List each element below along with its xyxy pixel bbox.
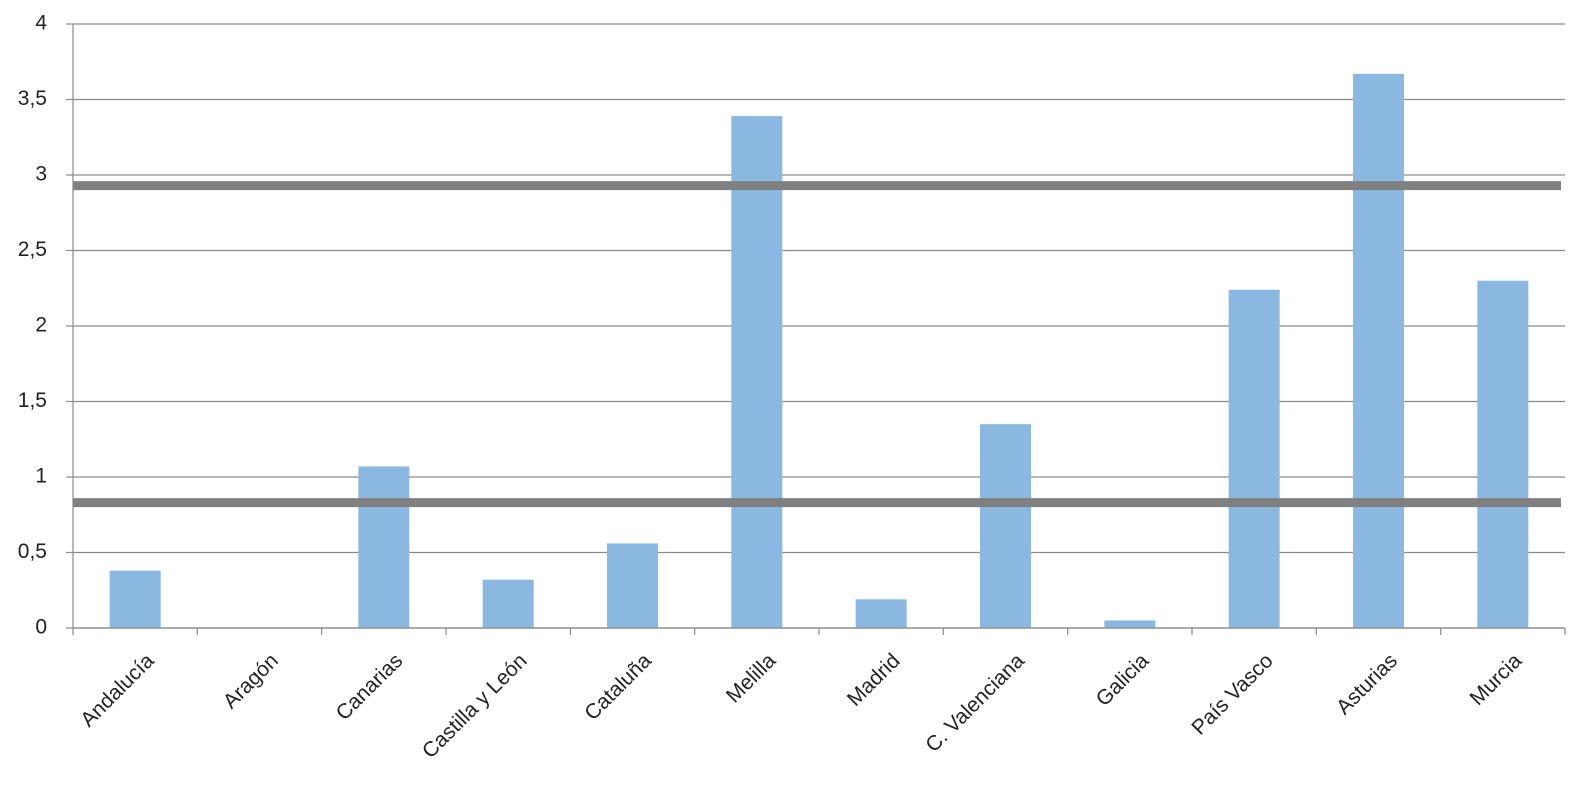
bar [358, 466, 410, 628]
y-tick-label: 2 [35, 314, 47, 337]
y-tick-label: 2,5 [18, 238, 47, 261]
x-tick-label: Castilla y León [418, 649, 532, 763]
x-tick-label: Canarias [332, 649, 408, 725]
bar [482, 579, 534, 628]
bar [731, 116, 783, 629]
x-tick-label: Galicia [1092, 649, 1154, 711]
x-tick-label: Madrid [843, 649, 905, 711]
bar [607, 543, 658, 628]
bar [980, 424, 1031, 628]
x-tick-label: Melilla [722, 649, 781, 708]
bar [855, 599, 907, 628]
y-tick-label: 3,5 [18, 87, 47, 110]
x-tick-label: Asturias [1332, 649, 1402, 719]
bar [1477, 280, 1529, 628]
x-tick-label: Aragón [219, 649, 283, 713]
x-tick-label: Murcia [1465, 649, 1526, 710]
x-tick-label: C. Valenciana [921, 649, 1029, 757]
bar [1104, 620, 1156, 628]
y-tick-label: 1,5 [18, 389, 47, 412]
x-tick-label: Cataluña [580, 649, 656, 725]
bar [1353, 73, 1404, 628]
y-tick-label: 0,5 [18, 540, 47, 563]
y-tick-label: 0 [35, 616, 47, 639]
y-tick-label: 4 [35, 12, 47, 35]
y-tick-label: 1 [35, 465, 47, 488]
y-tick-label: 3 [35, 163, 47, 186]
x-tick-label: País Vasco [1187, 649, 1277, 739]
x-tick-label: Andalucía [76, 649, 159, 732]
bar [1228, 289, 1280, 628]
bar [109, 570, 161, 628]
